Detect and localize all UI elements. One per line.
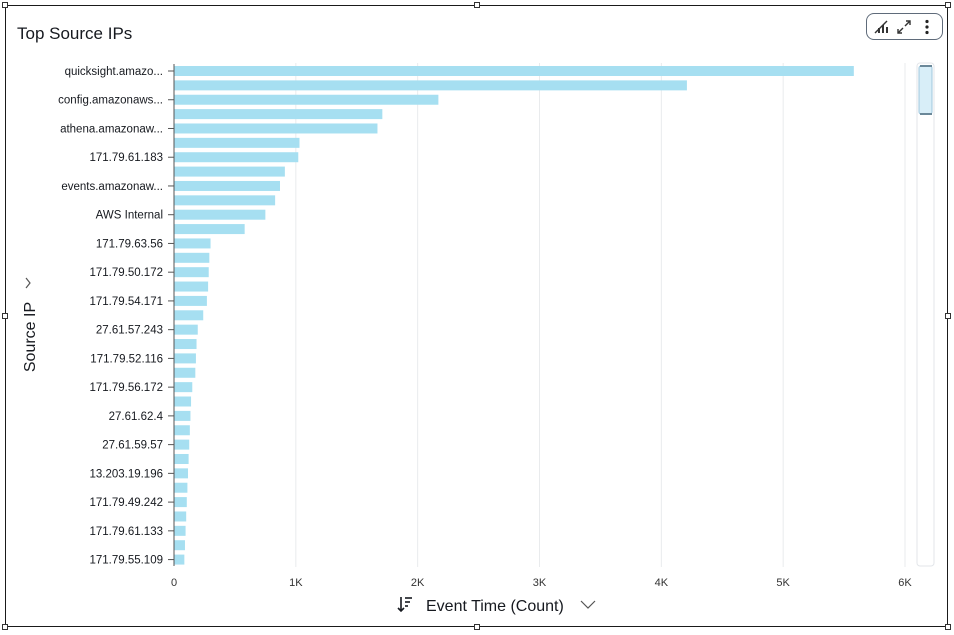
resize-handle-bottom[interactable] (474, 624, 480, 630)
bar[interactable] (174, 295, 207, 306)
bar[interactable] (174, 66, 854, 76)
visual-title: Top Source IPs (17, 24, 133, 43)
bar[interactable] (174, 367, 196, 378)
bar[interactable] (174, 267, 209, 278)
bar[interactable] (174, 238, 211, 249)
resize-handle-bottom-right[interactable] (945, 624, 951, 630)
resize-handle-right[interactable] (945, 313, 951, 319)
bar[interactable] (174, 468, 189, 479)
bar[interactable] (174, 540, 185, 551)
resize-handle-top-left[interactable] (2, 2, 8, 8)
resize-handle-top[interactable] (474, 2, 480, 8)
expand-icon[interactable] (894, 17, 914, 37)
resize-handle-top-right[interactable] (945, 2, 951, 8)
resize-handle-left[interactable] (2, 313, 8, 319)
bar[interactable] (174, 80, 687, 91)
bars (174, 66, 854, 565)
bar[interactable] (174, 195, 276, 206)
bar[interactable] (174, 180, 280, 191)
scroll-track (916, 62, 935, 567)
more-options-icon[interactable] (917, 17, 937, 37)
bar[interactable] (174, 137, 300, 148)
y-axis-expand-chevron-icon[interactable] (25, 277, 31, 289)
bar[interactable] (174, 439, 190, 450)
scroll-thumb (918, 65, 933, 115)
bar[interactable] (174, 525, 186, 536)
bar[interactable] (174, 511, 187, 522)
x-axis-dropdown-chevron-icon[interactable] (580, 600, 596, 609)
bar[interactable] (174, 94, 439, 105)
bar[interactable] (174, 353, 196, 364)
bar[interactable] (174, 166, 285, 177)
bar[interactable] (174, 453, 189, 464)
resize-handle-bottom-left[interactable] (2, 624, 8, 630)
bar[interactable] (174, 252, 210, 263)
bar[interactable] (174, 310, 204, 321)
bar[interactable] (174, 123, 378, 134)
bar[interactable] (174, 324, 198, 335)
bar[interactable] (174, 209, 266, 220)
bar[interactable] (174, 339, 197, 350)
bar[interactable] (174, 396, 192, 407)
bar[interactable] (174, 109, 383, 120)
bar[interactable] (174, 554, 185, 565)
bar[interactable] (174, 497, 187, 508)
sort-descending-icon[interactable] (397, 597, 412, 613)
scroll-bar[interactable] (916, 62, 935, 567)
bar[interactable] (174, 224, 245, 235)
bar[interactable] (174, 482, 188, 493)
visual-toolbar (866, 13, 943, 40)
bar[interactable] (174, 410, 191, 421)
bar[interactable] (174, 382, 193, 393)
bar[interactable] (174, 281, 209, 292)
bar[interactable] (174, 152, 299, 163)
visual-frame[interactable] (5, 5, 948, 627)
visual-insights-icon[interactable] (872, 17, 892, 37)
bar[interactable] (174, 425, 190, 436)
